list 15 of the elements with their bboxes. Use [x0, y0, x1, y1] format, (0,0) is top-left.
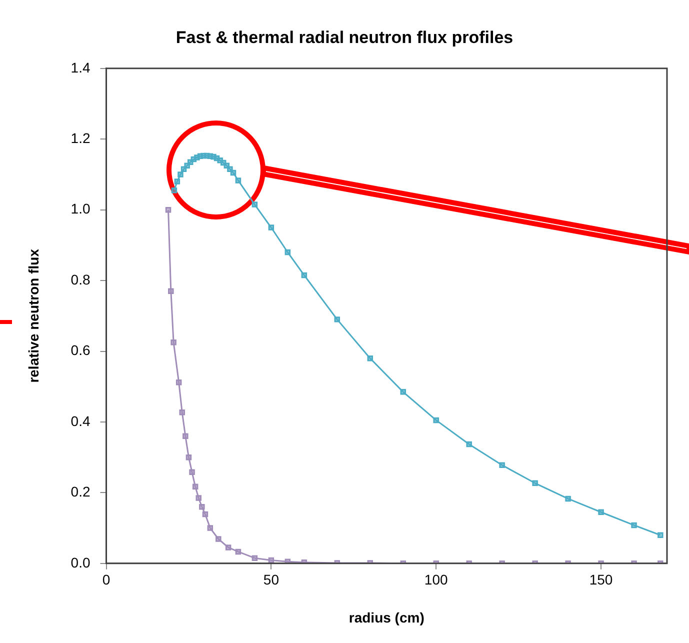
- y-tick-label: 1.4: [70, 59, 90, 76]
- y-tick-label: 0.4: [70, 412, 90, 429]
- y-tick-label: 1.0: [70, 200, 90, 217]
- y-tick-label: 0.0: [70, 554, 90, 570]
- y-tick-label: 1.2: [70, 130, 90, 146]
- y-tick-label: 0.2: [70, 484, 90, 500]
- x-tick-label: 100: [424, 572, 448, 588]
- y-tick-label: 0.6: [70, 342, 90, 358]
- y-axis-title: relative neutron flux: [25, 248, 42, 383]
- x-tick-label: 0: [102, 572, 110, 588]
- x-tick-label: 150: [589, 572, 613, 588]
- chart-title: Fast & thermal radial neutron flux profiles: [176, 28, 514, 47]
- y-tick-label: 0.8: [70, 271, 90, 288]
- x-tick-label: 50: [263, 572, 280, 588]
- x-axis-title: radius (cm): [348, 609, 424, 626]
